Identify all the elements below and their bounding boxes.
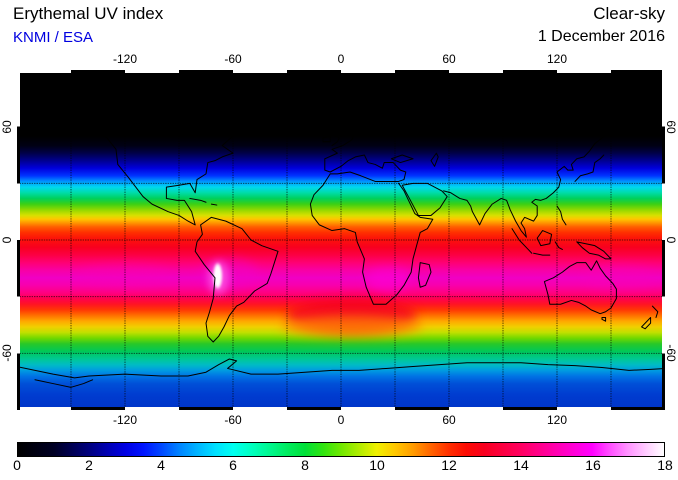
x-tick-top: 120 [546, 52, 568, 66]
map-frame-left [17, 70, 20, 410]
colorbar-tick: 8 [301, 457, 309, 473]
x-tick-top: 0 [337, 52, 345, 66]
source-label: KNMI / ESA [13, 29, 94, 46]
page-title: Erythemal UV index [13, 4, 164, 23]
y-tick-right: 60 [664, 120, 678, 134]
x-tick-bottom: -120 [112, 413, 138, 427]
x-tick-bottom: -60 [224, 413, 242, 427]
map-frame-bottom [17, 407, 665, 410]
x-tick-top: -60 [224, 52, 242, 66]
colorbar-gradient [17, 442, 665, 457]
colorbar-tick: 16 [585, 457, 601, 473]
x-tick-top: -120 [112, 52, 138, 66]
colorbar-tick: 6 [229, 457, 237, 473]
y-tick-right: 0 [664, 236, 678, 244]
x-tick-bottom: 120 [546, 413, 568, 427]
colorbar-tick: 2 [85, 457, 93, 473]
map-overlay [17, 70, 665, 410]
x-tick-top: 60 [442, 52, 456, 66]
date-label: 1 December 2016 [537, 28, 665, 45]
condition-label: Clear-sky [593, 4, 665, 23]
uv-anomaly-patches [80, 258, 656, 337]
coastlines [17, 85, 665, 387]
y-tick-left: 0 [0, 236, 14, 244]
coast-eurasia-africa [301, 95, 663, 305]
colorbar-tick: 10 [369, 457, 385, 473]
y-tick-left: 60 [0, 120, 14, 134]
x-tick-bottom: 0 [337, 413, 345, 427]
colorbar-tick: 18 [657, 457, 673, 473]
graticule [17, 70, 665, 410]
colorbar-tick: 0 [13, 457, 21, 473]
map-frame-right [662, 70, 665, 410]
x-tick-bottom: 60 [442, 413, 456, 427]
colorbar-tick: 12 [441, 457, 457, 473]
coast-oceania-antarctica [17, 206, 665, 387]
coast-americas [39, 85, 309, 342]
colorbar-tick: 4 [157, 457, 165, 473]
world-map-plot [17, 70, 665, 410]
y-tick-right: -60 [664, 344, 678, 362]
y-tick-left: -60 [0, 344, 14, 362]
colorbar-tick: 14 [513, 457, 529, 473]
map-frame-top [17, 70, 665, 73]
